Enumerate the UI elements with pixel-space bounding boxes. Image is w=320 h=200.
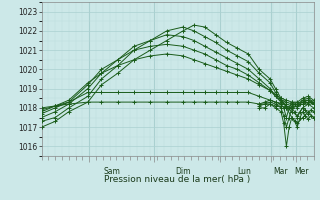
Text: Mar: Mar	[274, 167, 288, 176]
Text: Mer: Mer	[294, 167, 308, 176]
X-axis label: Pression niveau de la mer( hPa ): Pression niveau de la mer( hPa )	[104, 175, 251, 184]
Text: Sam: Sam	[104, 167, 121, 176]
Text: Lun: Lun	[237, 167, 251, 176]
Text: Dim: Dim	[175, 167, 191, 176]
